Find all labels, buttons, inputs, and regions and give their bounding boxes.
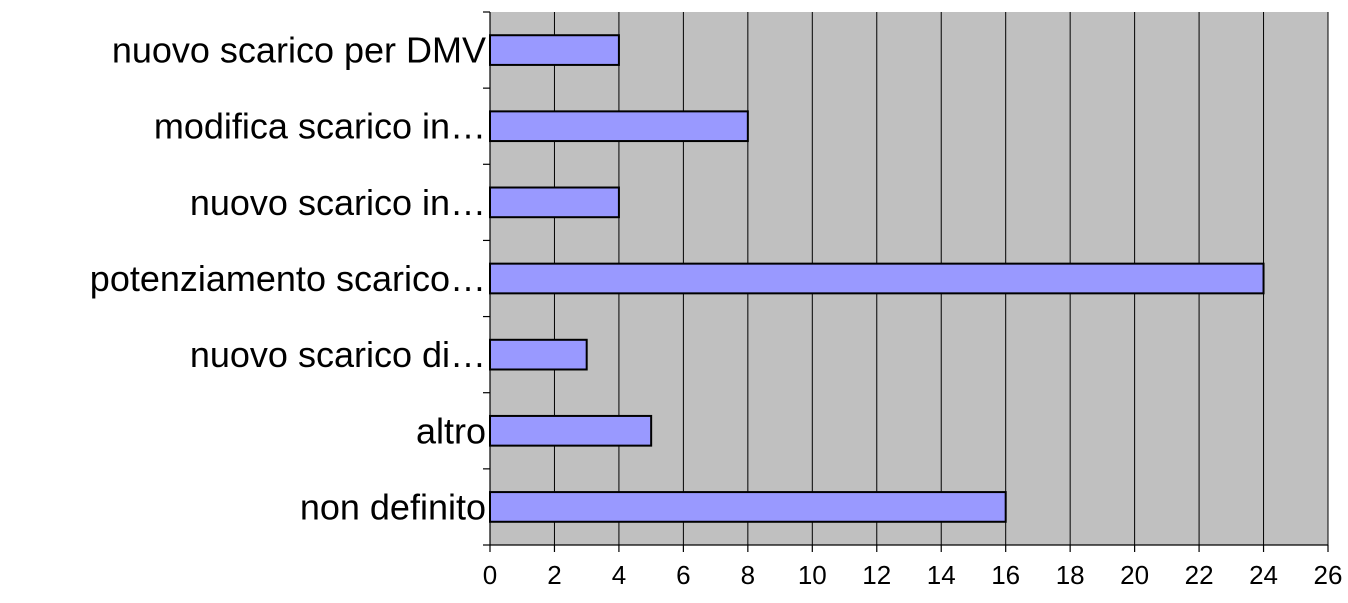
x-tick-label: 20 [1120, 560, 1149, 590]
x-tick-label: 10 [798, 560, 827, 590]
x-tick-label: 12 [862, 560, 891, 590]
x-tick-label: 22 [1185, 560, 1214, 590]
x-tick-labels: 0 2 4 6 8 10 12 14 16 18 20 22 24 26 [483, 560, 1343, 590]
x-tick-label: 18 [1056, 560, 1085, 590]
bars [489, 34, 1265, 523]
x-tick-label: 6 [676, 560, 690, 590]
axes [483, 11, 1329, 552]
bar [489, 491, 1007, 523]
bar [489, 262, 1265, 295]
bar [489, 110, 749, 143]
category-label: modifica scarico in… [154, 106, 486, 147]
x-tick-label: 26 [1314, 560, 1343, 590]
bar [489, 414, 653, 447]
bar [489, 186, 620, 219]
category-label: nuovo scarico per DMV [112, 30, 486, 71]
x-tick-label: 24 [1249, 560, 1278, 590]
category-label: altro [416, 410, 486, 451]
x-tick-label: 8 [741, 560, 755, 590]
category-label: potenziamento scarico… [90, 258, 486, 299]
x-tick-label: 14 [927, 560, 956, 590]
category-label: nuovo scarico in… [190, 182, 486, 223]
category-label: non definito [300, 486, 486, 527]
x-tick-label: 0 [483, 560, 497, 590]
bar [489, 34, 620, 66]
bar [489, 338, 588, 371]
category-labels: nuovo scarico per DMV modifica scarico in… [90, 30, 486, 528]
category-label: nuovo scarico di… [190, 334, 486, 375]
x-tick-label: 4 [612, 560, 626, 590]
x-tick-label: 16 [991, 560, 1020, 590]
x-tick-label: 2 [547, 560, 561, 590]
